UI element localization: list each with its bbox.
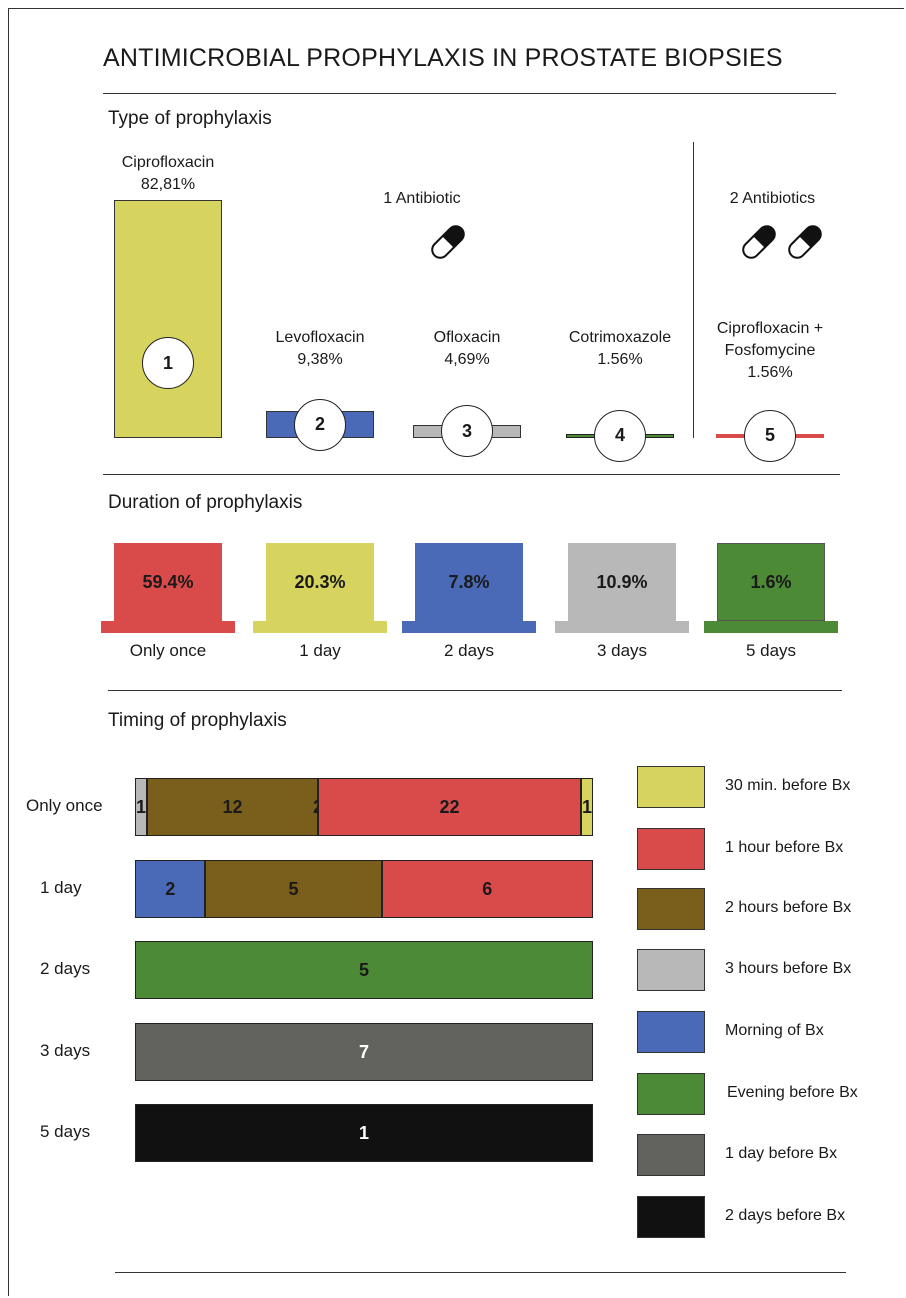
duration-bar: 20.3% [266, 543, 374, 621]
type-name-label: Ciprofloxacin [121, 154, 215, 171]
two-pills-icon [742, 225, 822, 259]
duration-bar: 7.8% [415, 543, 523, 621]
duration-bar-base [402, 621, 536, 633]
timing-segment: 5 [135, 941, 593, 999]
legend-swatch [637, 1011, 705, 1053]
page-frame [8, 8, 904, 1296]
legend-label: 2 days before Bx [725, 1207, 846, 1224]
duration-category-label: 2 days [443, 641, 495, 660]
type-number-circle: 2 [294, 398, 346, 451]
duration-category-label: Only once [129, 641, 207, 660]
type-number-circle: 5 [744, 409, 796, 462]
type-value-label: 9,38% [297, 351, 343, 368]
divider-bottom [115, 1272, 846, 1273]
timing-segment-label: 2 [312, 778, 324, 836]
duration-bar-base [253, 621, 387, 633]
timing-segment: 6 [381, 860, 593, 918]
type-name-label: Fosfomycine [724, 342, 816, 359]
legend-label: Morning of Bx [725, 1022, 824, 1039]
timing-row-label: 1 day [40, 878, 82, 897]
legend-label: 3 hours before Bx [725, 960, 852, 977]
section-timing-title: Timing of prophylaxis [108, 710, 287, 731]
divider-1 [103, 474, 840, 475]
divider-2 [108, 690, 842, 691]
legend-swatch [637, 888, 705, 930]
group-label-two-antibiotics: 2 Antibiotics [729, 190, 816, 207]
type-value-label: 1.56% [747, 364, 793, 381]
type-number-circle: 4 [594, 409, 646, 462]
legend-swatch [637, 949, 705, 991]
legend-swatch [637, 1134, 705, 1176]
timing-segment: 2 [135, 860, 206, 918]
timing-segment: 1 [135, 778, 147, 836]
legend-swatch [637, 1196, 705, 1238]
legend-label: 1 day before Bx [725, 1145, 838, 1162]
duration-category-label: 3 days [596, 641, 648, 660]
type-value-label: 1.56% [597, 351, 643, 368]
duration-bar: 1.6% [717, 543, 825, 621]
timing-segment: 1 [135, 1104, 593, 1162]
timing-row-label: 3 days [40, 1041, 91, 1060]
duration-bar-base [704, 621, 838, 633]
timing-segment: 5 [205, 860, 382, 918]
timing-segment: 22 [318, 778, 581, 836]
duration-bar-base [101, 621, 235, 633]
type-name-label: Levofloxacin [275, 329, 365, 346]
legend-label: 2 hours before Bx [725, 899, 852, 916]
section-type-title: Type of prophylaxis [108, 108, 272, 129]
timing-row-label: Only once [26, 796, 103, 815]
duration-bar: 10.9% [568, 543, 676, 621]
type-name-label: Ofloxacin [433, 329, 501, 346]
legend-label: 1 hour before Bx [725, 839, 844, 856]
divider-top [103, 93, 836, 94]
pill-icon [431, 225, 465, 259]
type-name-label: Cotrimoxazole [568, 329, 672, 346]
legend-label: 30 min. before Bx [725, 777, 851, 794]
duration-category-label: 1 day [299, 641, 341, 660]
timing-segment: 12 [147, 778, 318, 836]
page-title: ANTIMICROBIAL PROPHYLAXIS IN PROSTATE BI… [103, 44, 783, 72]
legend-label: Evening before Bx [727, 1084, 858, 1101]
legend-swatch [637, 828, 705, 870]
duration-bar-base [555, 621, 689, 633]
timing-row-label: 5 days [40, 1122, 91, 1141]
timing-segment: 1 [581, 778, 593, 836]
group-label-one-antibiotic: 1 Antibiotic [383, 190, 461, 207]
section-duration-title: Duration of prophylaxis [108, 492, 303, 513]
type-number-circle: 1 [142, 337, 194, 389]
type-value-label: 82,81% [140, 176, 196, 193]
timing-segment: 7 [135, 1023, 593, 1081]
type-number-circle: 3 [441, 405, 493, 458]
timing-row-label: 2 days [40, 959, 91, 978]
duration-category-label: 5 days [745, 641, 797, 660]
duration-bar: 59.4% [114, 543, 222, 621]
group-separator [693, 142, 694, 438]
type-value-label: 4,69% [444, 351, 490, 368]
legend-swatch [637, 766, 705, 808]
type-bar [114, 200, 222, 438]
legend-swatch [637, 1073, 705, 1115]
type-name-label: Ciprofloxacin + [716, 320, 824, 337]
